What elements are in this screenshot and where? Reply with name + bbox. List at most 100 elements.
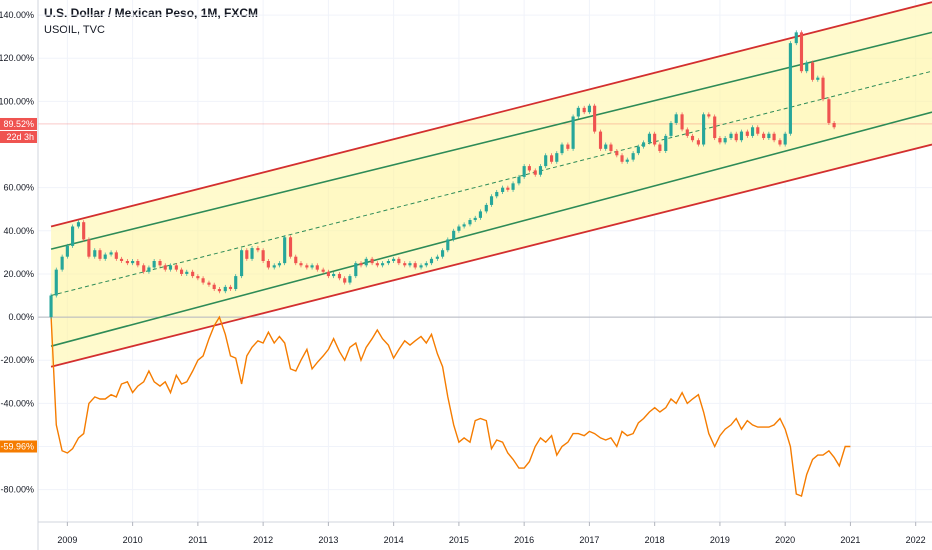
candle — [429, 258, 434, 264]
candle — [555, 153, 559, 162]
compare-value-badge-text: -59.96% — [0, 442, 34, 452]
usoil-series-line — [50, 315, 851, 498]
x-tick-label: 2012 — [253, 535, 273, 545]
channel-lower-outer-line — [50, 143, 932, 368]
x-tick-label: 2017 — [579, 535, 599, 545]
candle — [462, 224, 466, 227]
candle — [217, 289, 221, 292]
candle — [397, 258, 401, 264]
candle — [441, 250, 445, 257]
candle — [489, 196, 494, 205]
candle — [207, 282, 211, 285]
candle — [114, 252, 118, 259]
candle — [685, 129, 689, 136]
candle — [119, 258, 124, 261]
candle — [370, 258, 374, 264]
candle — [277, 263, 282, 266]
candle — [196, 276, 200, 279]
candle — [723, 138, 727, 143]
countdown-badge — [0, 130, 37, 143]
channel-upper-inner-line — [50, 31, 932, 250]
candle — [533, 170, 537, 175]
candle — [76, 222, 81, 227]
candle — [380, 263, 385, 266]
candle — [424, 263, 428, 266]
candle — [762, 133, 766, 139]
candle — [783, 133, 787, 145]
candle — [174, 265, 178, 270]
candle — [511, 183, 515, 190]
candle — [587, 105, 591, 113]
last-value-badge — [0, 117, 37, 130]
candle — [690, 135, 695, 141]
candle — [163, 265, 167, 270]
candle — [212, 284, 216, 290]
candle — [501, 187, 505, 192]
candle — [147, 267, 151, 272]
candle — [527, 166, 531, 171]
candle — [348, 276, 352, 283]
candle — [250, 248, 254, 259]
candle — [576, 107, 580, 117]
candle — [560, 144, 564, 154]
candle — [152, 261, 156, 268]
candle — [446, 239, 450, 251]
x-tick-label: 2021 — [840, 535, 860, 545]
candle — [729, 133, 733, 139]
candle — [653, 133, 657, 145]
candle — [179, 269, 184, 274]
candle — [713, 116, 717, 139]
candle — [680, 114, 684, 130]
candle — [658, 144, 662, 151]
candle — [582, 107, 586, 113]
candle — [315, 265, 319, 270]
y-tick-label: -80.00% — [0, 485, 34, 495]
candle — [674, 114, 678, 123]
candle — [473, 217, 477, 221]
candle — [359, 263, 363, 266]
candle — [103, 254, 107, 259]
candle — [832, 122, 836, 128]
y-tick-label: -40.00% — [0, 398, 34, 408]
candle — [310, 265, 314, 268]
y-tick-label: -20.00% — [0, 355, 34, 365]
channel-inner-band — [51, 32, 932, 347]
x-tick-label: 2011 — [188, 535, 207, 545]
candle — [49, 295, 53, 318]
candle — [620, 155, 624, 162]
candle — [734, 133, 738, 141]
candle — [707, 114, 711, 117]
candle — [750, 127, 755, 136]
candle — [256, 248, 260, 251]
candle — [375, 263, 379, 266]
candle — [272, 265, 276, 268]
candle — [631, 153, 635, 160]
candle — [343, 278, 347, 283]
candle — [452, 230, 456, 240]
candle — [778, 140, 782, 145]
candle — [642, 142, 646, 147]
candle — [408, 263, 412, 266]
candle — [266, 261, 270, 268]
candle — [544, 155, 548, 167]
channel-upper-outer-line — [50, 1, 932, 228]
candle — [191, 271, 195, 277]
candle — [538, 166, 543, 175]
candle — [745, 131, 749, 136]
candle — [788, 43, 792, 134]
x-tick-label: 2013 — [318, 535, 338, 545]
candle — [392, 258, 396, 261]
candle — [71, 226, 75, 246]
candle — [478, 211, 482, 218]
candle — [245, 250, 249, 259]
y-tick-label: 40.00% — [3, 226, 34, 236]
x-tick-label: 2020 — [775, 535, 795, 545]
candle — [294, 256, 298, 264]
candle — [664, 135, 668, 151]
candle — [647, 133, 652, 143]
x-tick-label: 2019 — [710, 535, 730, 545]
compare-symbol-label: USOIL, TVC — [44, 24, 105, 36]
y-tick-label: 120.00% — [0, 53, 34, 63]
candle — [484, 204, 488, 212]
